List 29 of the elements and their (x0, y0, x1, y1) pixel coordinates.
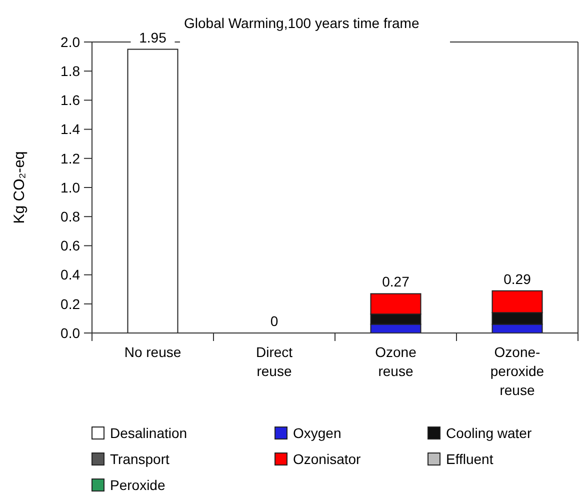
y-tick-label: 0.4 (60, 266, 80, 283)
legend-label: Transport (110, 450, 170, 467)
x-tick-label: Direct reuse (256, 344, 293, 379)
y-tick-label: 1.4 (60, 121, 80, 138)
y-tick-label: 0.0 (60, 324, 80, 341)
legend-label: Oxygen (293, 424, 342, 441)
total-label: 1.95 (139, 29, 167, 46)
y-tick-label: 1.6 (60, 92, 80, 108)
y-tick-label: 1.2 (60, 150, 80, 166)
total-label: 0 (270, 313, 278, 329)
y-tick-label: 1.0 (60, 179, 80, 196)
legend-label: Effluent (446, 450, 494, 467)
y-tick-label: 0.8 (60, 208, 80, 224)
x-tick-label: Ozone reuse (375, 344, 417, 379)
legend-label: Desalination (110, 424, 188, 441)
legend-label: Peroxide (110, 476, 166, 493)
x-tick-label: Ozone-peroxide reuse (490, 344, 544, 398)
y-tick-label: 1.8 (60, 63, 80, 79)
x-tick-label: No reuse (124, 344, 182, 360)
chart-title: Global Warming,100 years time frame (184, 15, 420, 31)
y-axis-title: Kg CO₂-eq (11, 151, 28, 224)
y-tick-label: 2.0 (60, 34, 80, 50)
bar (127, 48, 178, 334)
total-label: 0.29 (504, 270, 532, 287)
legend-label: Ozonisator (293, 450, 362, 467)
y-tick-label: 0.6 (60, 238, 80, 254)
legend-label: Cooling water (446, 424, 532, 441)
total-label: 0.27 (382, 274, 410, 290)
y-tick-label: 0.2 (60, 296, 80, 312)
